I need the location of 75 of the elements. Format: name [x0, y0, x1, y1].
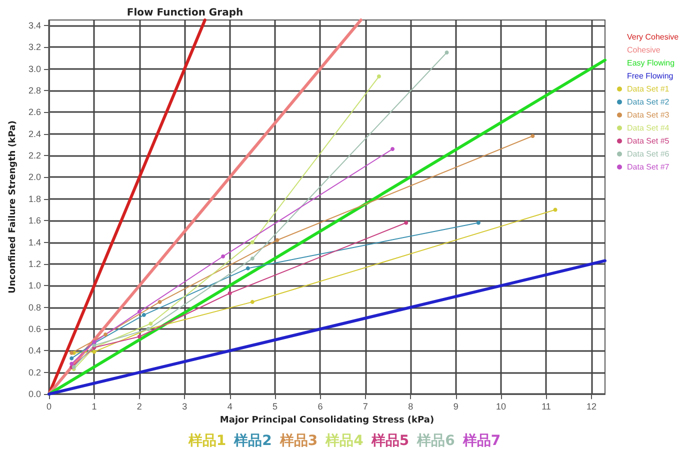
y-tick-label: 1.8 — [28, 194, 41, 204]
x-tick-label: 6 — [318, 402, 323, 412]
point — [137, 310, 142, 314]
text: 样品6 — [417, 433, 455, 449]
x-tick-label: 12 — [586, 402, 596, 412]
legend-label: Data Set #7 — [627, 162, 670, 172]
point — [104, 332, 108, 336]
y-tick-label: 2.8 — [28, 85, 41, 96]
text: Very Cohesive — [627, 32, 680, 42]
y-tick-label: 3.4 — [28, 20, 41, 30]
y-tick-label: 1.2 — [28, 258, 41, 269]
point — [250, 256, 254, 261]
y-tick-label: 0.2 — [28, 367, 41, 378]
y-tick-label: 1.0 — [28, 280, 41, 291]
point — [158, 300, 162, 304]
point — [70, 362, 74, 366]
point — [70, 356, 74, 360]
y-tick-label: 0.8 — [28, 302, 41, 312]
x-axis-title: Major Principal Consolidating Stress (kPa) — [220, 416, 434, 426]
point — [553, 208, 558, 212]
y-axis-title: Unconfined Failure Strength (kPa) — [8, 120, 18, 294]
x-tick-label: 10 — [496, 402, 506, 412]
x-tick-label: 2 — [136, 402, 142, 412]
point — [390, 147, 395, 152]
text: 样品3 — [280, 433, 318, 449]
x-tick-label: 8 — [408, 402, 414, 412]
text: 样品2 — [234, 433, 272, 449]
y-tick-label: 2.4 — [28, 128, 41, 139]
point — [246, 266, 250, 270]
point — [476, 220, 480, 225]
text: 样品1 — [188, 433, 226, 449]
y-tick-label: 1.4 — [28, 237, 41, 248]
text: Cohesive — [627, 46, 661, 54]
point — [530, 134, 535, 138]
point — [92, 350, 96, 354]
point — [137, 334, 142, 339]
point — [142, 312, 146, 317]
text: Easy Flowing — [627, 58, 675, 68]
x-tick-label: 4 — [227, 402, 232, 412]
point — [250, 300, 254, 304]
text: Free Flowing — [627, 72, 674, 80]
y-tick-label: 2.6 — [28, 107, 41, 118]
point — [444, 50, 449, 55]
point — [228, 291, 232, 296]
point — [148, 322, 153, 326]
legend-label: Data Set #1 — [627, 84, 670, 94]
point — [221, 254, 226, 258]
point — [250, 240, 254, 244]
y-tick-label: 3.0 — [28, 64, 41, 74]
text: 样品4 — [326, 433, 364, 449]
x-tick-label: 5 — [272, 402, 278, 412]
legend-label: Data Set #4 — [627, 124, 670, 132]
text: 样品7 — [462, 433, 501, 449]
x-tick-label: 11 — [542, 402, 551, 412]
point — [376, 74, 381, 78]
legend-label: Data Set #3 — [627, 110, 670, 120]
x-tick-label: 3 — [182, 402, 188, 412]
x-tick-label: 9 — [453, 402, 458, 412]
point — [404, 220, 408, 225]
x-tick-label: 7 — [362, 402, 368, 412]
legend-label: Data Set #6 — [627, 150, 670, 158]
chart-title: Flow Function Graph — [126, 8, 244, 18]
x-tick-label: 1 — [92, 402, 97, 412]
legend-label: Data Set #2 — [627, 98, 670, 106]
text: 样品5 — [371, 433, 410, 449]
y-tick-label: 3.2 — [28, 42, 41, 52]
y-tick-label: 2.2 — [28, 150, 41, 161]
y-tick-label: 2.0 — [28, 172, 41, 182]
y-tick-label: 0.0 — [28, 389, 41, 400]
x-tick-label: 0 — [46, 402, 52, 412]
y-tick-label: 0.4 — [28, 346, 41, 356]
legend-label: Data Set #5 — [627, 136, 670, 146]
y-tick-label: 1.6 — [28, 216, 41, 226]
point — [275, 238, 280, 242]
y-tick-label: 0.6 — [28, 324, 41, 334]
